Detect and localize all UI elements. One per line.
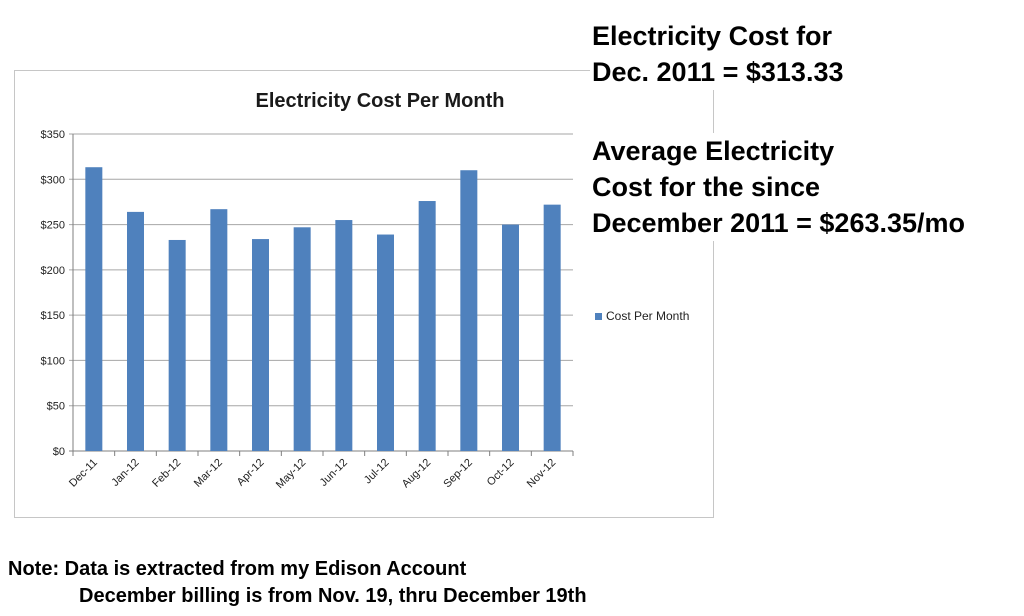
bar xyxy=(252,239,269,451)
x-tick-label: Aug-12 xyxy=(400,457,434,491)
bar xyxy=(85,167,103,452)
y-tick-label: $150 xyxy=(41,310,65,322)
dec-cost-annotation: Electricity Cost for Dec. 2011 = $313.33 xyxy=(590,18,850,90)
annotation-line: Electricity Cost for xyxy=(592,21,833,51)
x-tick-label: Sep-12 xyxy=(441,457,475,491)
bar xyxy=(168,239,186,451)
annotation-line: Cost for the since xyxy=(592,172,821,202)
bar xyxy=(418,201,436,451)
x-tick-label: Apr-12 xyxy=(235,457,267,489)
legend-label: Cost Per Month xyxy=(606,309,689,323)
chart-title: Electricity Cost Per Month xyxy=(256,90,505,112)
x-tick-label: Nov-12 xyxy=(525,457,559,491)
y-tick-label: $350 xyxy=(41,129,65,141)
x-tick-label: Jun-12 xyxy=(318,457,350,489)
grid-lines xyxy=(69,133,573,452)
y-tick-label: $50 xyxy=(47,401,65,413)
bar xyxy=(127,211,144,451)
x-tick-label: Dec-11 xyxy=(67,457,100,490)
annotation-line: Dec. 2011 = $313.33 xyxy=(592,57,844,87)
x-axis-tick-marks xyxy=(72,451,574,456)
y-tick-label: $100 xyxy=(41,355,65,367)
y-tick-label: $250 xyxy=(41,220,65,232)
bar xyxy=(502,224,519,451)
x-tick-label: Feb-12 xyxy=(150,457,183,490)
bar xyxy=(210,209,228,451)
x-axis-tick-labels: Dec-11 Jan-12 Feb-12 Mar-12 Apr-12 May-12 Jun-… xyxy=(67,457,558,491)
x-tick-label: Jan-12 xyxy=(109,457,141,489)
y-tick-label: $200 xyxy=(41,265,65,277)
bar-chart: $0 $50 $100 $150 $200 $250 $300 $350 Dec-11 Jan-… xyxy=(41,90,690,491)
bar xyxy=(377,234,394,451)
legend: Cost Per Month xyxy=(595,309,689,323)
x-tick-label: Oct-12 xyxy=(485,457,517,489)
legend-swatch xyxy=(595,313,602,320)
average-cost-annotation: Average Electricity Cost for the since D… xyxy=(590,133,972,241)
annotation-line: Average Electricity xyxy=(592,136,835,166)
bar xyxy=(335,220,353,451)
note-line: December billing is from Nov. 19, thru D… xyxy=(79,585,587,607)
bar xyxy=(460,170,478,451)
x-tick-label: Mar-12 xyxy=(192,457,225,490)
annotation-line: December 2011 = $263.35/mo xyxy=(592,208,966,238)
y-tick-label: $0 xyxy=(53,446,65,458)
bars xyxy=(85,167,561,452)
bar xyxy=(543,204,561,451)
x-tick-label: Jul-12 xyxy=(362,457,392,487)
x-tick-label: May-12 xyxy=(274,457,308,491)
bar xyxy=(293,227,311,451)
note-line: Note: Data is extracted from my Edison A… xyxy=(8,558,467,580)
y-tick-label: $300 xyxy=(41,174,65,186)
y-axis-tick-labels: $0 $50 $100 $150 $200 $250 $300 $350 xyxy=(41,129,65,458)
note: Note: Data is extracted from my Edison A… xyxy=(8,556,587,610)
